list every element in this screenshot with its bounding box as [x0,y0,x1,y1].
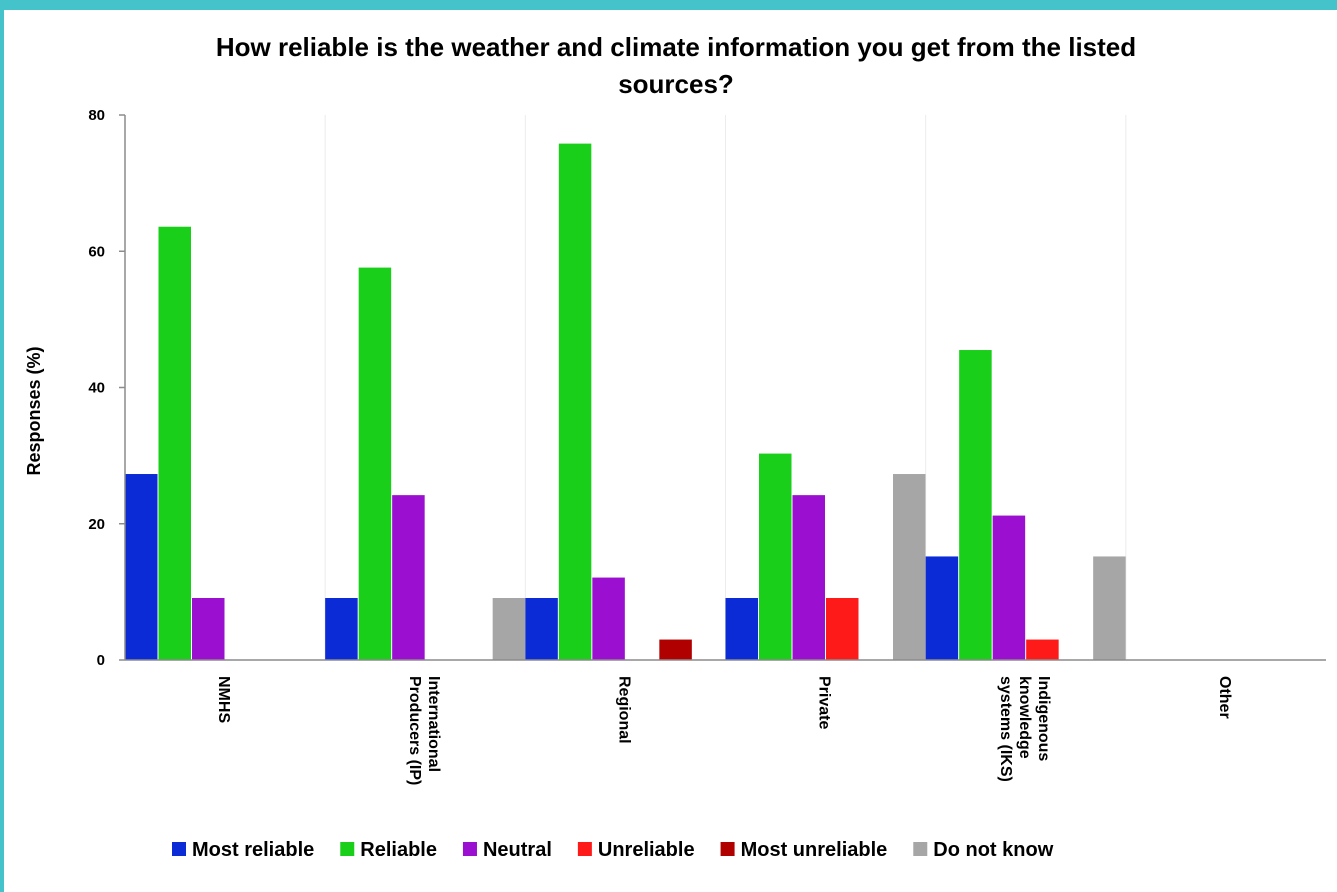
x-category-label: Other [1216,676,1233,719]
x-category-label: Regional [615,676,632,744]
y-tick-label: 80 [88,107,105,124]
legend-item: Most reliable [172,839,314,861]
legend-label: Most unreliable [741,839,888,861]
x-category-label: NMHS [215,676,232,723]
legend-item: Reliable [340,839,437,861]
legend-label: Neutral [483,839,552,861]
legend-swatch [462,842,477,856]
legend-item: Most unreliable [720,839,888,861]
gridlines [324,115,1127,660]
y-tick-label: 60 [88,243,105,260]
y-tick-label: 40 [88,380,105,397]
bar-reliable [759,453,792,660]
x-category-label-line: NMHS [215,676,232,723]
legend-label: Reliable [360,839,437,861]
bar-neutral [992,515,1026,660]
chart-title-line-2: sources? [618,69,734,99]
legend: Most reliable Reliable Neutral Unreliable Mo… [172,839,1054,861]
bar-reliable [358,267,392,660]
x-category-label-line: Other [1216,676,1233,719]
chart-title: How reliable is the weather and climate … [216,32,1136,99]
y-tick-label: 20 [88,516,105,533]
bar-most-unreliable [659,639,692,660]
bar-most-reliable [525,598,558,660]
chart-title-line-1: How reliable is the weather and climate … [216,32,1136,62]
x-category-label: Private [816,676,833,729]
x-category-label-line: Producers (IP) [406,676,423,785]
legend-swatch [340,842,355,856]
x-category-label-line: knowledge [1016,676,1033,759]
bar-unreliable [1026,639,1059,660]
x-category-label-line: systems (IKS) [997,676,1014,782]
bar-do-not-know [492,598,526,660]
bar-reliable [158,226,191,660]
bar-most-reliable [925,556,959,660]
legend-swatch [577,842,592,856]
bar-unreliable [826,598,859,660]
legend-label: Do not know [933,839,1053,861]
x-category-label-line: Indigenous [1035,676,1052,761]
bar-neutral [592,577,625,660]
legend-swatch [172,842,186,856]
x-category-label-line: Regional [615,676,632,744]
bar-reliable [558,143,592,661]
y-tick-label: 0 [97,652,105,669]
bar-reliable [959,350,992,660]
x-category-label-line: Private [816,676,833,729]
bar-most-reliable [125,474,158,660]
y-axis-title: Responses (%) [24,346,44,475]
bar-neutral [392,495,425,660]
bar-do-not-know [893,474,926,660]
legend-swatch [720,842,735,856]
legend-label: Unreliable [598,839,695,861]
legend-label: Most reliable [192,839,314,861]
legend-item: Unreliable [577,839,695,861]
y-axis-ticks: 0 20 40 60 80 [88,107,125,669]
bar-neutral [192,598,225,660]
legend-swatch [913,842,928,856]
bars [125,143,1126,661]
bar-most-reliable [725,598,758,660]
legend-item: Neutral [462,839,552,861]
bar-neutral [792,495,825,660]
bar-most-reliable [325,598,358,660]
x-category-label-line: International [425,676,442,772]
legend-item: Do not know [913,839,1054,861]
bar-do-not-know [1093,556,1126,660]
